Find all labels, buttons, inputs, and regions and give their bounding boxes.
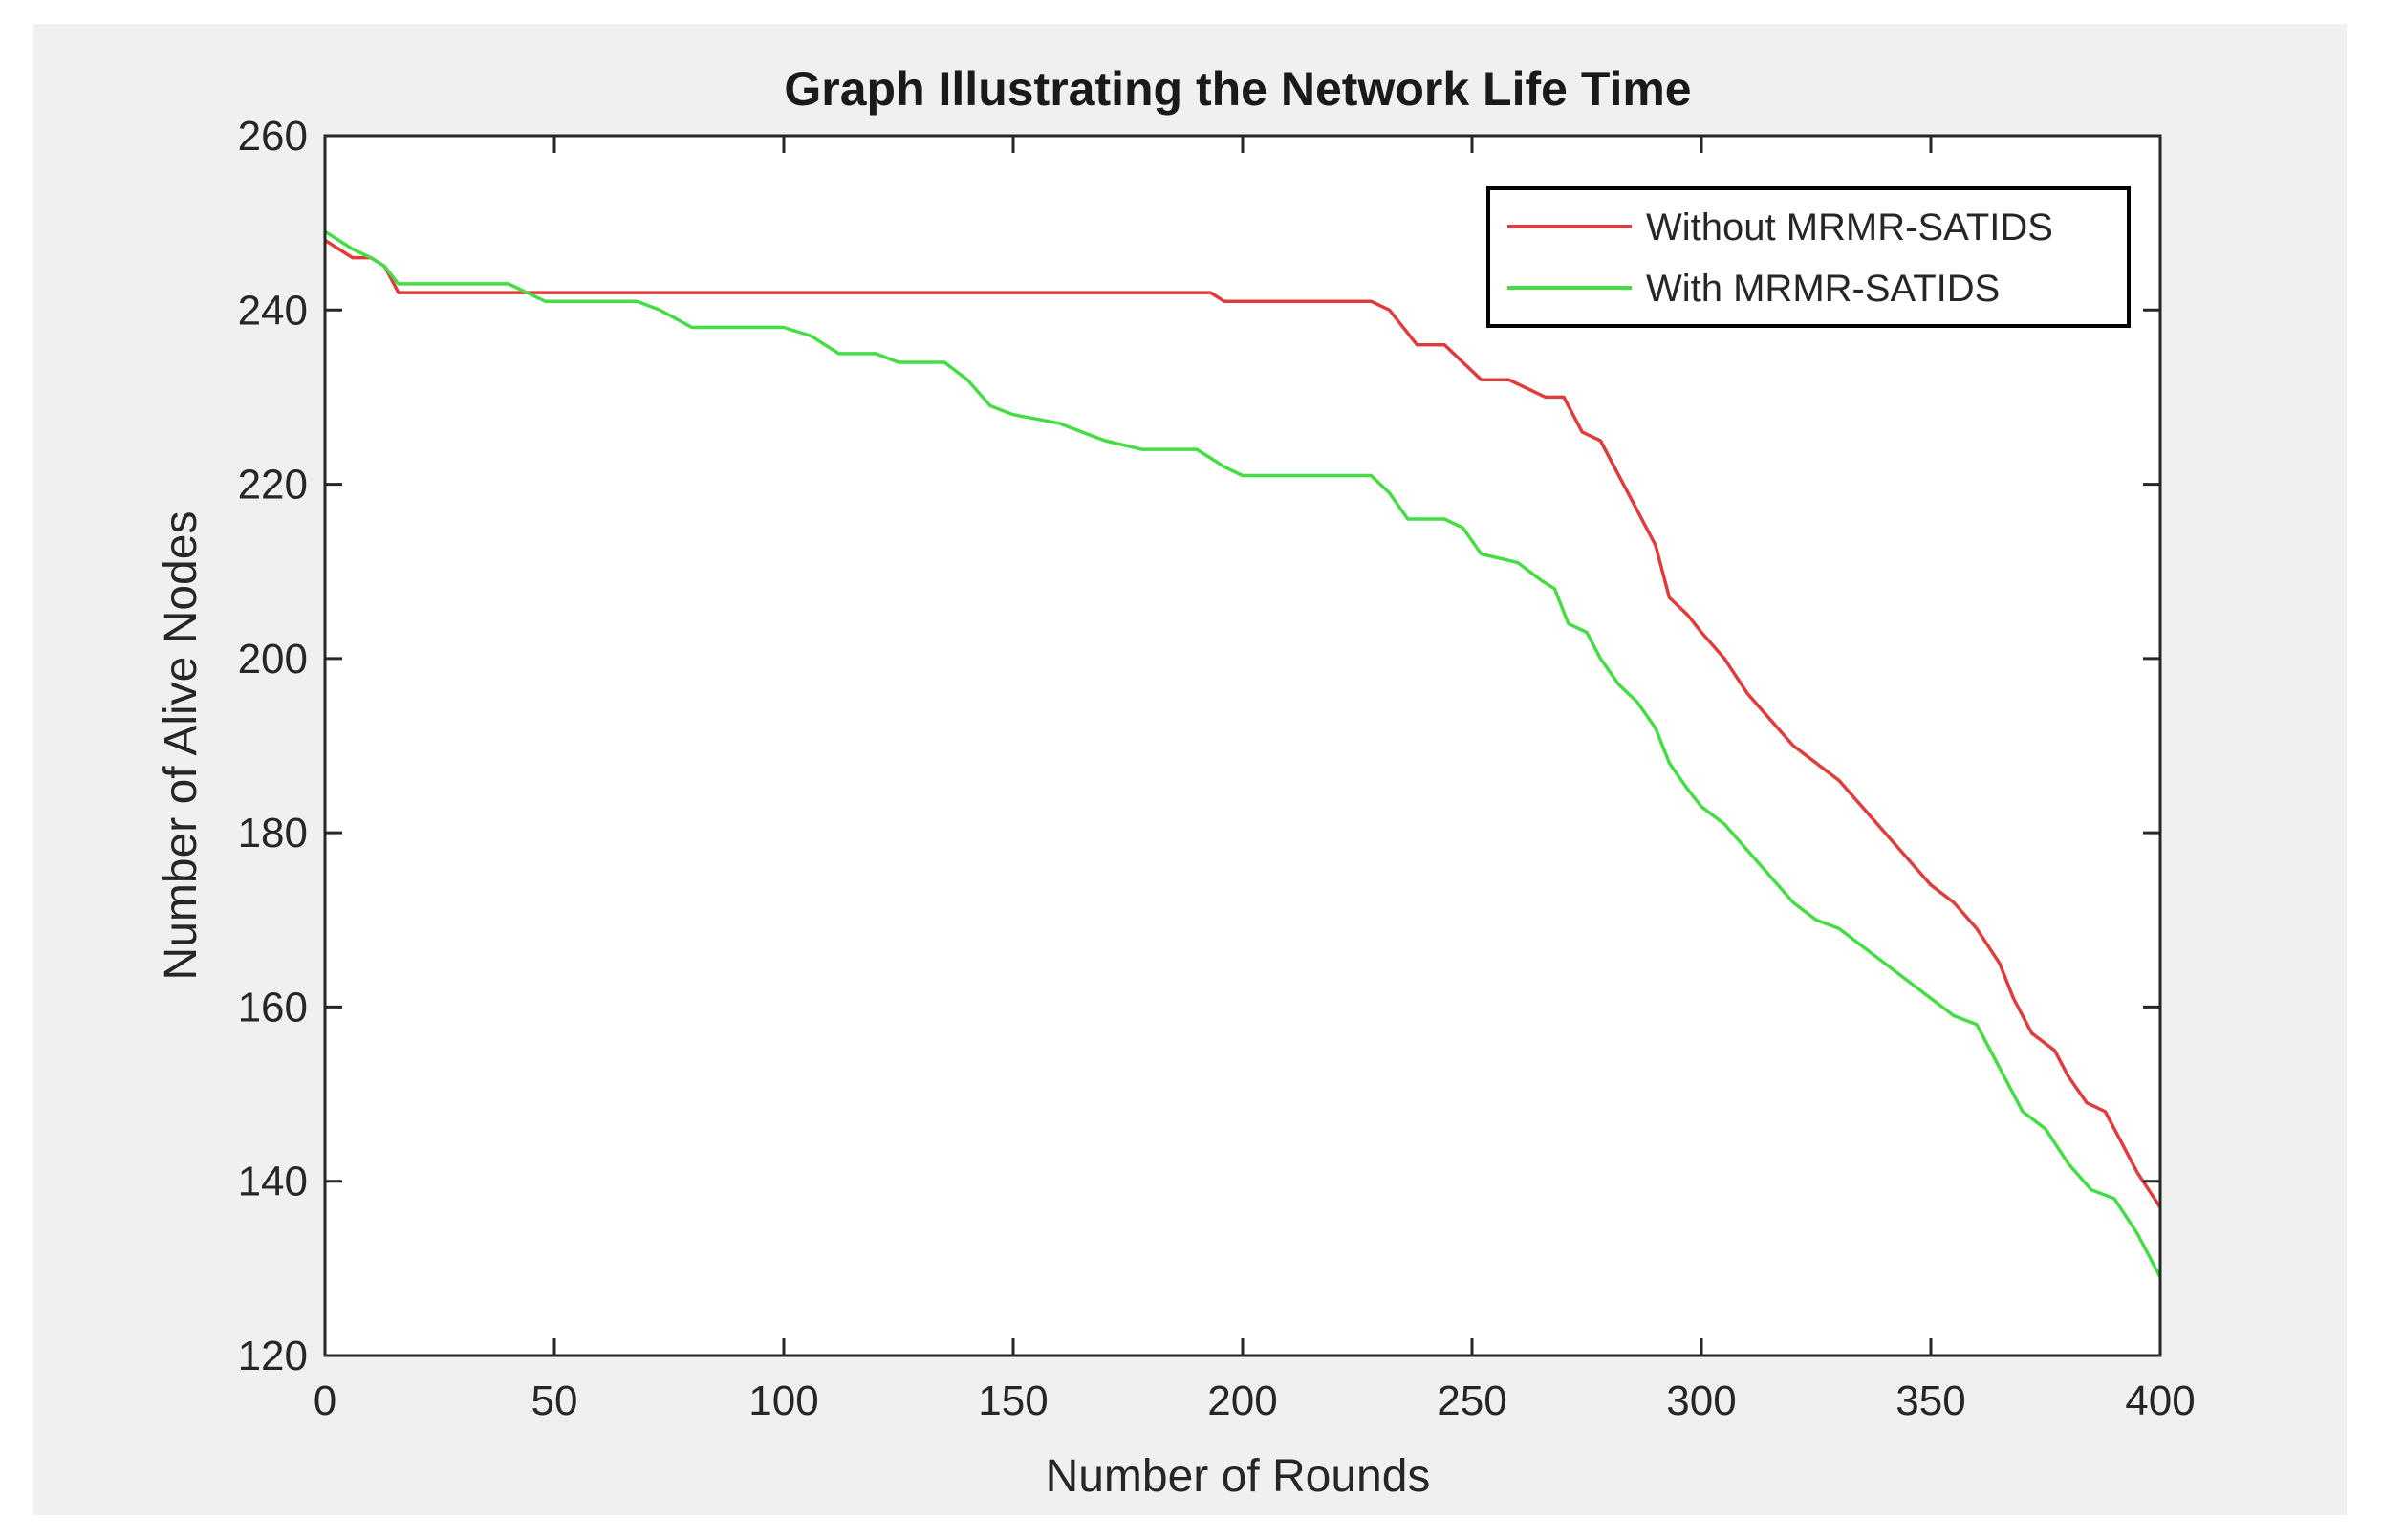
x-tick-label: 250 xyxy=(1437,1377,1506,1424)
y-axis-label: Number of Alive Nodes xyxy=(156,511,206,981)
x-tick-label: 300 xyxy=(1666,1377,1736,1424)
legend-box xyxy=(1486,186,2131,328)
y-tick-label: 220 xyxy=(238,462,308,509)
legend-label-2: With MRMR-SATIDS xyxy=(1646,268,2000,310)
plot-area xyxy=(325,136,2160,1356)
y-tick-label: 240 xyxy=(238,287,308,334)
x-tick-label: 100 xyxy=(748,1377,818,1424)
series-line-1 xyxy=(324,238,2162,1209)
legend-label-1: Without MRMR-SATIDS xyxy=(1646,206,2053,249)
y-tick-label: 180 xyxy=(238,810,308,857)
chart-title: Graph Illustrating the Network Life Time xyxy=(784,62,1691,116)
x-tick-label: 50 xyxy=(531,1377,578,1424)
x-tick-label: 0 xyxy=(314,1377,336,1424)
y-tick-label: 160 xyxy=(238,984,308,1030)
x-axis-label: Number of Rounds xyxy=(1046,1451,1431,1502)
y-axis: 120 140 160 180 200 220 240 260 xyxy=(238,113,2160,1379)
y-tick-label: 200 xyxy=(238,636,308,683)
x-tick-label: 350 xyxy=(1895,1377,1965,1424)
y-tick-label: 140 xyxy=(238,1159,308,1205)
series-line-2 xyxy=(324,229,2162,1278)
x-axis: 0 50 100 150 200 250 300 350 400 xyxy=(314,136,2196,1424)
x-tick-label: 200 xyxy=(1207,1377,1277,1424)
legend: Without MRMR-SATIDS With MRMR-SATIDS xyxy=(1486,186,2131,328)
series-layer xyxy=(324,229,2162,1278)
y-tick-label: 120 xyxy=(238,1333,308,1379)
x-tick-label: 400 xyxy=(2125,1377,2195,1424)
y-tick-label: 260 xyxy=(238,113,308,160)
x-tick-label: 150 xyxy=(978,1377,1048,1424)
